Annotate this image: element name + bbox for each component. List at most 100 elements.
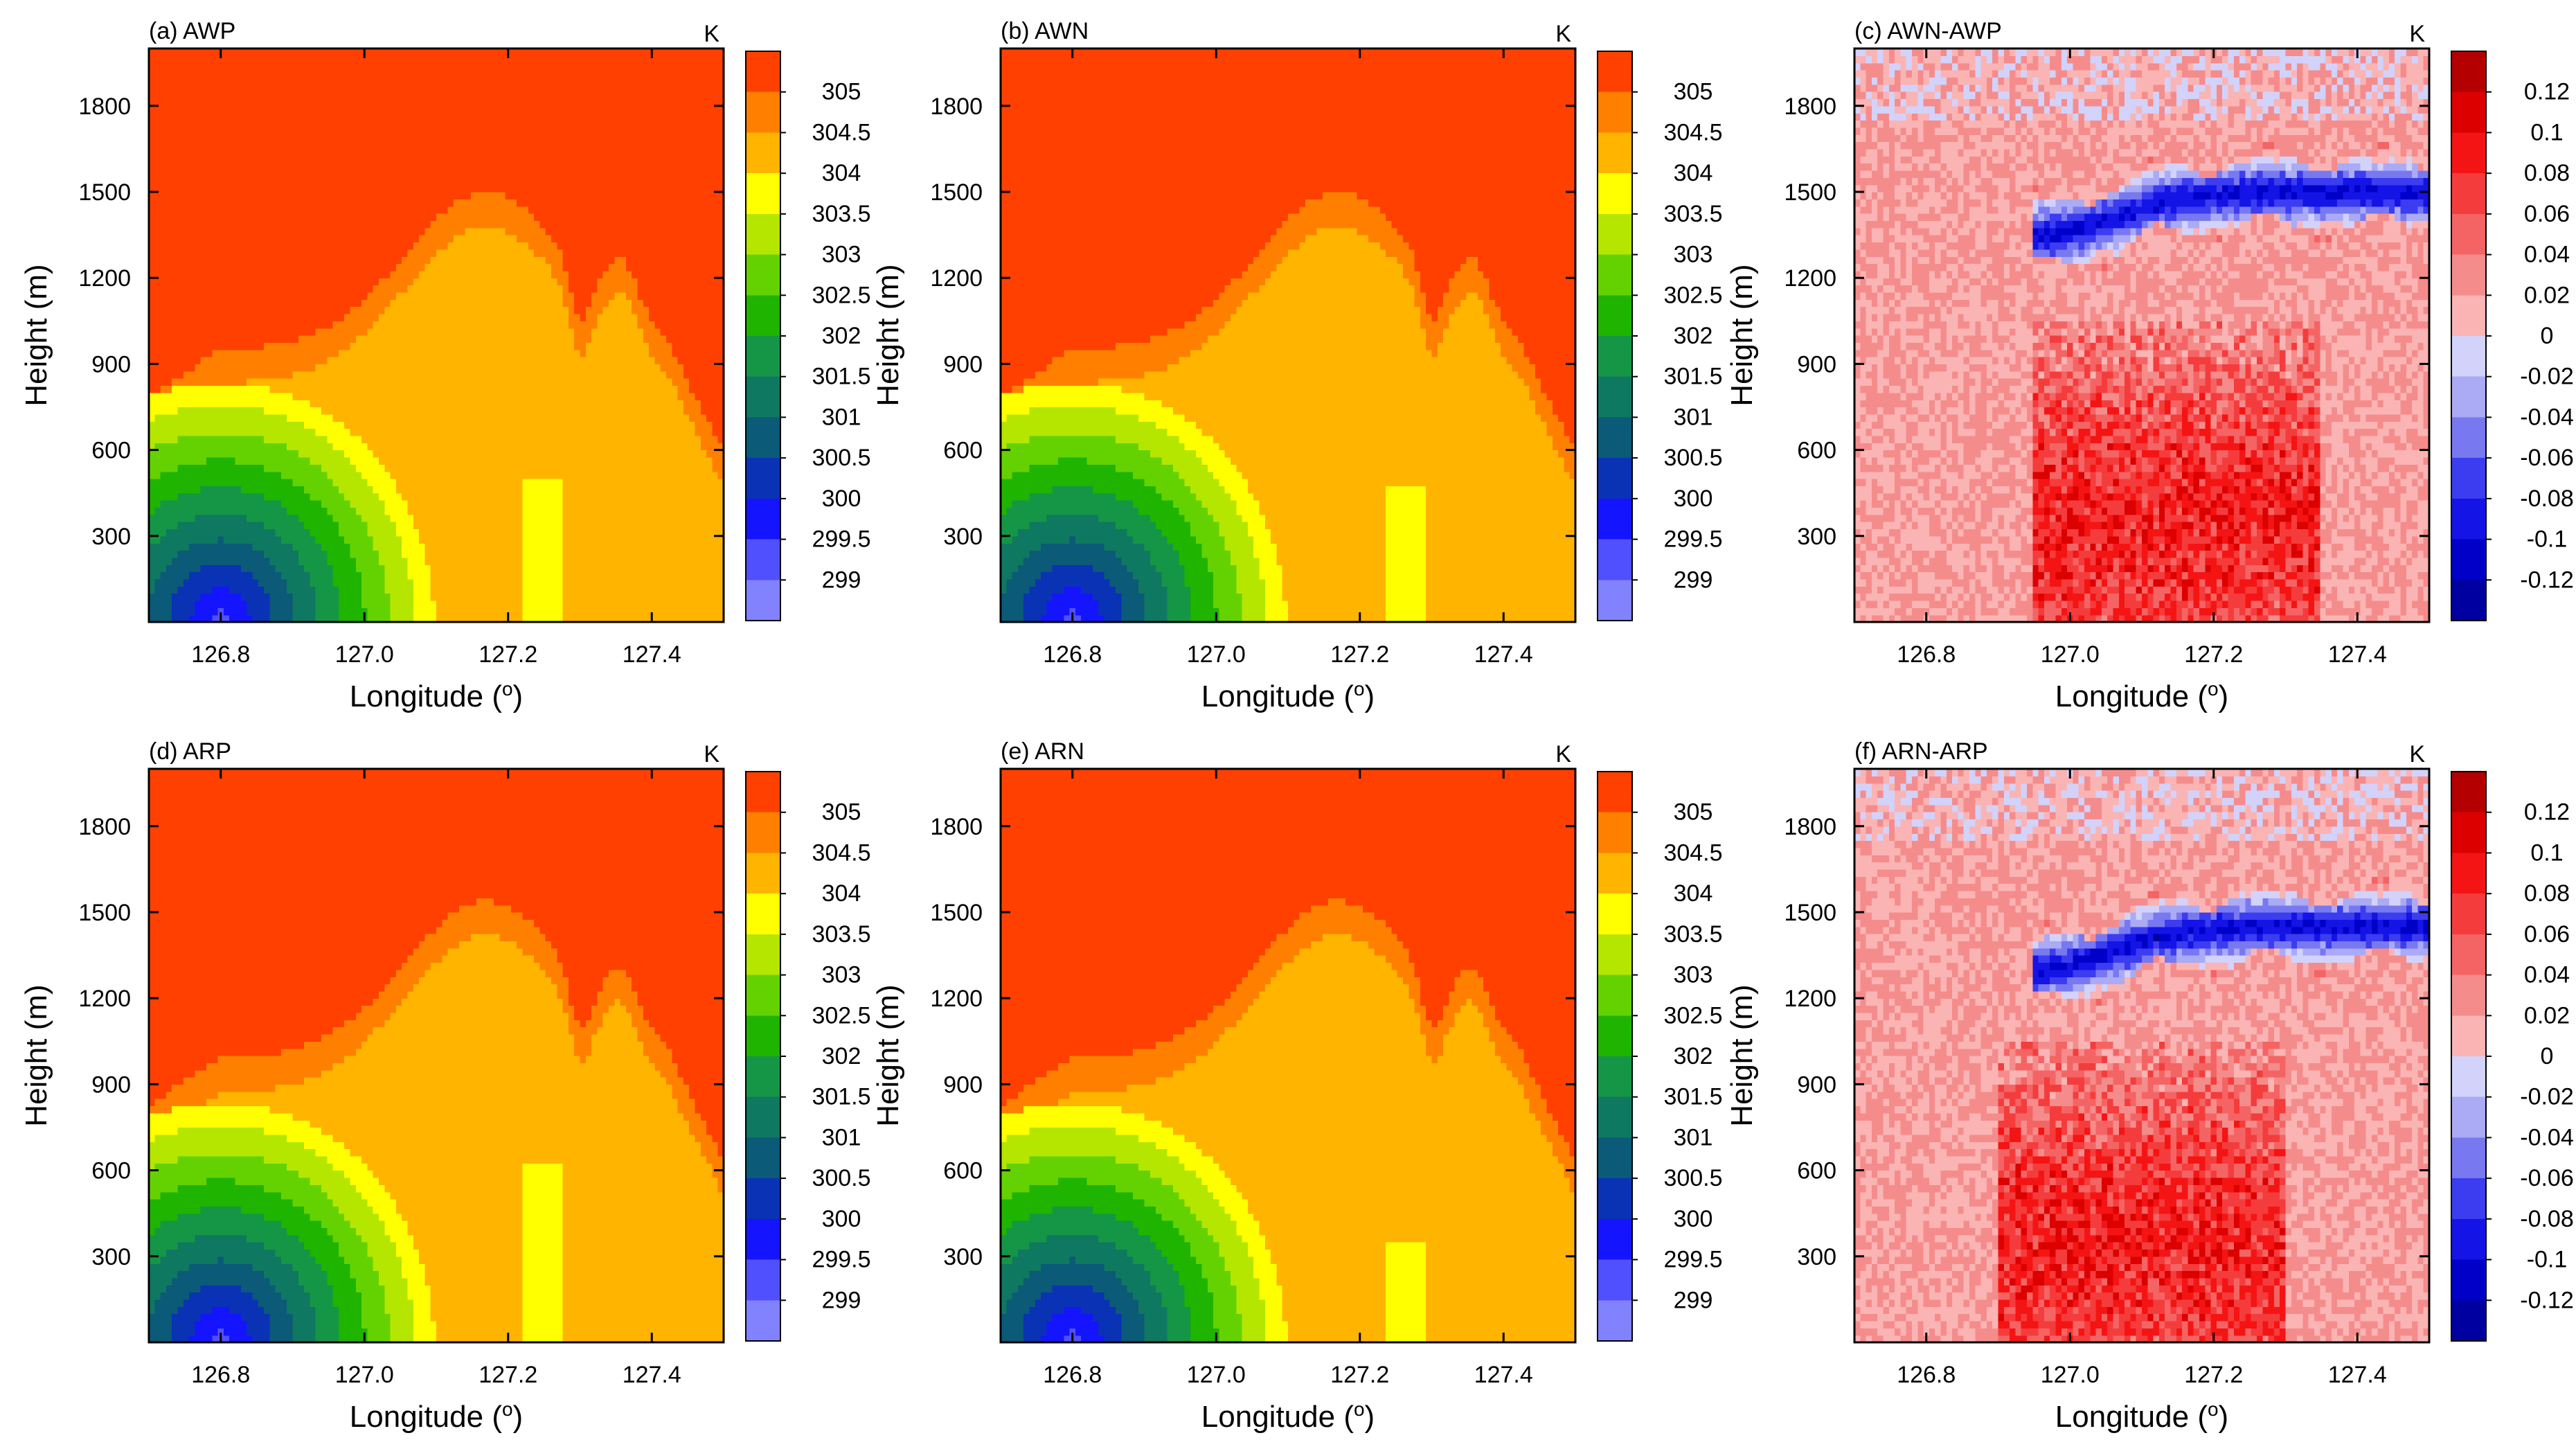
heatmap-cell: [206, 414, 213, 422]
heatmap-cell: [189, 493, 195, 501]
heatmap-cell: [189, 328, 195, 336]
heatmap-cell: [212, 472, 218, 479]
heatmap-cell: [189, 522, 195, 529]
heatmap-cell: [189, 407, 195, 415]
heatmap-cell: [161, 436, 167, 443]
heatmap-cell: [201, 185, 207, 193]
heatmap-cell: [201, 192, 207, 199]
heatmap-cell: [172, 278, 178, 285]
heatmap-cell: [184, 235, 190, 242]
heatmap-cell: [178, 220, 184, 228]
heatmap-cell: [184, 493, 190, 501]
heatmap-cell: [166, 371, 172, 379]
heatmap-cell: [166, 199, 172, 206]
heatmap-cell: [212, 328, 218, 336]
heatmap-cell: [201, 55, 207, 63]
heatmap-cell: [154, 500, 161, 508]
heatmap-cell: [195, 450, 201, 458]
heatmap-cell: [172, 127, 178, 135]
heatmap-cell: [154, 429, 161, 436]
heatmap-cell: [212, 572, 218, 580]
panel-a: (a) AWP K126.8 127.0 127.2 127.4300600900120…: [19, 18, 871, 713]
heatmap-cell: [161, 199, 167, 206]
heatmap-cell: [154, 515, 161, 522]
heatmap-cell: [206, 579, 213, 587]
heatmap-cell: [154, 235, 161, 242]
heatmap-cell: [184, 106, 190, 114]
heatmap-cell: [161, 185, 167, 193]
heatmap-cell: [189, 579, 195, 587]
heatmap-cell: [172, 77, 178, 85]
heatmap-cell: [166, 70, 172, 78]
heatmap-cell: [201, 206, 207, 214]
heatmap-cell: [201, 350, 207, 357]
heatmap-cell: [195, 199, 201, 206]
heatmap-cell: [201, 70, 207, 78]
heatmap-cell: [189, 213, 195, 221]
heatmap-cell: [201, 543, 207, 551]
heatmap-cell: [212, 579, 218, 587]
heatmap-cell: [166, 192, 172, 199]
heatmap-cell: [178, 450, 184, 458]
heatmap-cell: [189, 565, 195, 572]
heatmap-cell: [166, 256, 172, 264]
heatmap-cell: [189, 85, 195, 92]
heatmap-cell: [161, 342, 167, 350]
heatmap-cell: [154, 472, 161, 479]
heatmap-cell: [189, 228, 195, 235]
heatmap-cell: [195, 607, 201, 615]
heatmap-cell: [206, 536, 213, 544]
heatmap-cell: [172, 464, 178, 472]
heatmap-cell: [172, 443, 178, 450]
heatmap-cell: [172, 48, 178, 56]
heatmap-cell: [201, 335, 207, 343]
heatmap-cell: [161, 256, 167, 264]
heatmap-cell: [189, 371, 195, 379]
heatmap-cell: [206, 558, 213, 565]
heatmap-cell: [161, 156, 167, 163]
heatmap-cell: [178, 350, 184, 357]
heatmap-cell: [166, 264, 172, 272]
heatmap-cell: [212, 522, 218, 529]
heatmap-cell: [184, 299, 190, 307]
heatmap-cell: [201, 479, 207, 486]
heatmap-cell: [189, 572, 195, 580]
heatmap-cell: [195, 429, 201, 436]
heatmap-cell: [212, 500, 218, 508]
heatmap-cell: [201, 515, 207, 522]
heatmap-cell: [154, 256, 161, 264]
heatmap-cell: [195, 134, 201, 142]
heatmap-cell: [166, 543, 172, 551]
heatmap-cell: [184, 113, 190, 121]
heatmap-cell: [195, 586, 201, 594]
heatmap-cell: [172, 142, 178, 150]
heatmap-cell: [154, 63, 161, 71]
heatmap-cell: [178, 70, 184, 78]
heatmap-cell: [184, 515, 190, 522]
heatmap-cell: [189, 586, 195, 594]
heatmap-cell: [178, 407, 184, 415]
heatmap-cell: [154, 192, 161, 199]
heatmap-cell: [172, 271, 178, 278]
heatmap-cell: [206, 63, 213, 71]
heatmap-cell: [195, 522, 201, 529]
heatmap-cell: [195, 472, 201, 479]
heatmap-cell: [195, 307, 201, 314]
heatmap-cell: [154, 328, 161, 336]
heatmap-cell: [195, 177, 201, 185]
heatmap-cell: [184, 443, 190, 450]
heatmap-cell: [178, 479, 184, 486]
heatmap-cell: [166, 213, 172, 221]
heatmap-cell: [166, 63, 172, 71]
heatmap-cell: [206, 106, 213, 114]
heatmap-cell: [178, 371, 184, 379]
heatmap-cell: [154, 156, 161, 163]
heatmap-cell: [195, 271, 201, 278]
heatmap-cell: [166, 77, 172, 85]
heatmap-cell: [178, 85, 184, 92]
heatmap-cell: [195, 113, 201, 121]
heatmap-cell: [206, 199, 213, 206]
heatmap-cell: [201, 213, 207, 221]
heatmap-cell: [201, 436, 207, 443]
heatmap-cell: [161, 113, 167, 121]
